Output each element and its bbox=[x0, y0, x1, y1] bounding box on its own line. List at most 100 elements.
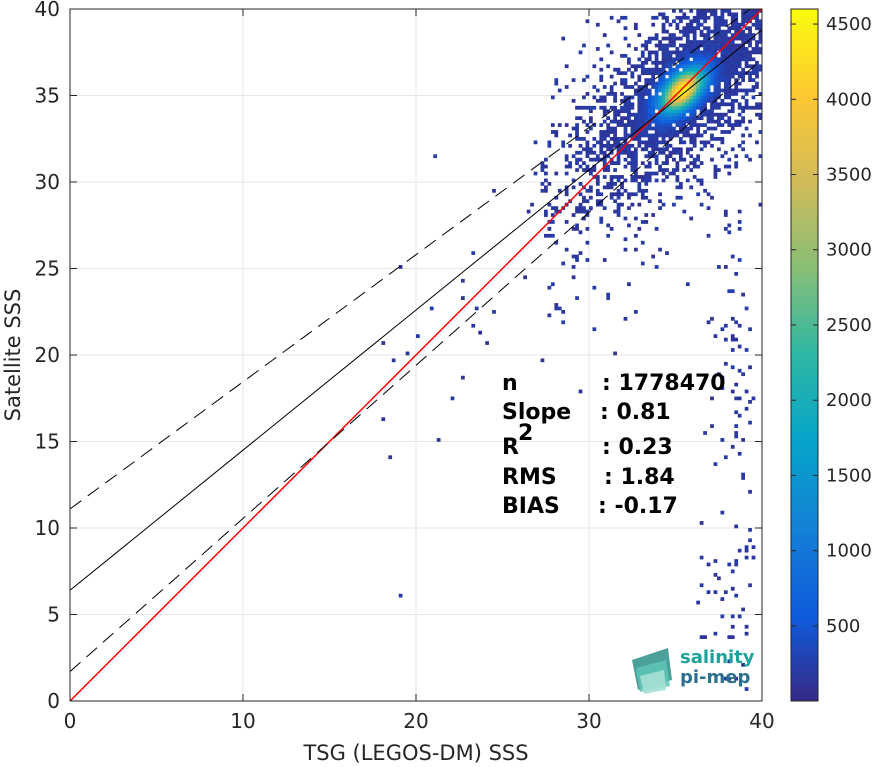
density-cell bbox=[723, 119, 728, 124]
density-cell bbox=[696, 43, 701, 48]
density-cell bbox=[585, 226, 590, 231]
density-cell bbox=[675, 109, 680, 114]
density-cell bbox=[737, 26, 742, 31]
density-cell bbox=[717, 67, 721, 72]
density-cell bbox=[640, 119, 645, 124]
y-tick-label: 35 bbox=[35, 84, 60, 108]
density-cell bbox=[703, 130, 707, 134]
density-cell bbox=[627, 206, 631, 210]
density-cell bbox=[734, 50, 739, 55]
density-cell bbox=[606, 154, 611, 159]
density-cell bbox=[630, 71, 635, 76]
density-cell bbox=[723, 92, 728, 96]
density-cell bbox=[672, 71, 676, 76]
density-cell bbox=[616, 154, 621, 159]
density-cell bbox=[696, 157, 701, 162]
density-cell bbox=[713, 164, 718, 169]
density-cell bbox=[682, 26, 687, 31]
density-cell bbox=[692, 105, 697, 110]
density-cell bbox=[644, 175, 649, 179]
density-cell bbox=[727, 676, 732, 681]
density-cell bbox=[723, 9, 728, 13]
density-cell bbox=[692, 95, 697, 100]
density-cell bbox=[748, 15, 752, 20]
density-cell bbox=[544, 233, 548, 238]
density-cell bbox=[685, 126, 690, 131]
density-cell bbox=[696, 9, 701, 13]
density-cell bbox=[703, 43, 707, 48]
density-cell bbox=[682, 119, 687, 124]
density-cell bbox=[595, 192, 600, 197]
density-cell bbox=[592, 95, 597, 100]
density-cell bbox=[744, 154, 749, 159]
density-cell bbox=[627, 147, 631, 152]
density-cell bbox=[713, 36, 718, 41]
density-cell bbox=[710, 316, 714, 321]
density-cell bbox=[613, 119, 617, 124]
density-cell bbox=[654, 60, 659, 65]
density-cell bbox=[665, 175, 669, 179]
density-cell bbox=[651, 85, 656, 89]
density-cell bbox=[616, 112, 621, 117]
density-cell bbox=[720, 53, 725, 58]
density-cell bbox=[627, 133, 631, 138]
density-cell bbox=[720, 123, 725, 127]
density-cell bbox=[564, 220, 569, 224]
logo-wave-icon bbox=[632, 648, 672, 694]
density-cell bbox=[651, 71, 656, 76]
density-cell bbox=[706, 53, 711, 58]
density-cell bbox=[685, 98, 690, 103]
density-cell bbox=[748, 26, 752, 31]
density-cell bbox=[585, 188, 590, 193]
density-cell bbox=[678, 109, 683, 114]
density-cell bbox=[609, 126, 614, 131]
density-cell bbox=[640, 161, 645, 165]
density-cell bbox=[696, 57, 701, 62]
density-cell bbox=[647, 50, 652, 55]
density-cell bbox=[644, 67, 649, 72]
density-cell bbox=[734, 410, 739, 415]
density-cell bbox=[689, 116, 694, 121]
density-cell bbox=[696, 78, 701, 82]
density-cell bbox=[710, 74, 714, 79]
density-cell bbox=[478, 330, 483, 335]
density-cell bbox=[644, 112, 649, 117]
density-cell bbox=[609, 175, 614, 179]
density-cell bbox=[627, 123, 631, 127]
density-cell bbox=[706, 81, 711, 86]
density-cell bbox=[582, 147, 586, 152]
density-cell bbox=[651, 140, 656, 145]
density-cell bbox=[547, 226, 552, 231]
density-cell bbox=[723, 78, 728, 82]
density-cell bbox=[585, 19, 590, 24]
density-cell bbox=[748, 12, 752, 17]
y-tick-label: 5 bbox=[47, 603, 60, 627]
density-cell bbox=[627, 150, 631, 155]
density-cell bbox=[661, 29, 666, 34]
density-cell bbox=[706, 119, 711, 124]
density-cell bbox=[706, 40, 711, 44]
density-cell bbox=[637, 95, 642, 100]
density-cell bbox=[727, 119, 732, 124]
density-cell bbox=[689, 109, 694, 114]
density-cell bbox=[595, 140, 600, 145]
density-cell bbox=[544, 209, 548, 214]
density-cell bbox=[647, 88, 652, 93]
density-cell bbox=[623, 95, 628, 100]
density-cell bbox=[606, 130, 611, 134]
density-cell bbox=[703, 47, 707, 51]
density-cell bbox=[658, 164, 662, 169]
density-cell bbox=[627, 192, 631, 197]
density-cell bbox=[734, 60, 739, 65]
density-cell bbox=[658, 43, 662, 48]
density-cell bbox=[720, 102, 725, 107]
density-cell bbox=[668, 88, 673, 93]
density-cell bbox=[665, 105, 669, 110]
density-cell bbox=[713, 74, 718, 79]
density-cell bbox=[661, 60, 666, 65]
density-cell bbox=[748, 71, 752, 76]
density-cell bbox=[682, 130, 687, 134]
density-cell bbox=[561, 143, 566, 148]
density-cell bbox=[678, 130, 683, 134]
